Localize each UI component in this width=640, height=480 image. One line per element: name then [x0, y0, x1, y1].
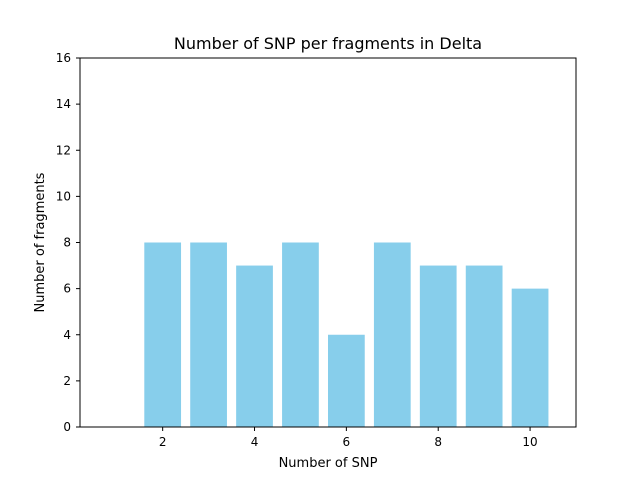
- y-tick-label: 4: [63, 328, 71, 342]
- bar-10: [511, 288, 549, 428]
- bar-8: [419, 265, 457, 427]
- y-tick-label: 12: [56, 143, 71, 157]
- bar-3: [190, 242, 227, 427]
- y-tick-label: 0: [63, 420, 71, 434]
- y-axis: 0 2 4 6 8 10 12 14 16: [56, 51, 80, 434]
- x-tick-label: 4: [251, 435, 259, 449]
- x-axis: 2 4 6 8 10: [159, 427, 538, 449]
- bar-9: [465, 265, 503, 427]
- bars: [144, 242, 549, 428]
- y-tick-label: 2: [63, 374, 71, 388]
- chart-title: Number of SNP per fragments in Delta: [174, 34, 482, 53]
- y-tick-label: 16: [56, 51, 71, 65]
- x-tick-label: 8: [434, 435, 442, 449]
- bar-4: [236, 265, 273, 427]
- y-tick-label: 14: [56, 97, 71, 111]
- y-tick-label: 8: [63, 236, 71, 250]
- x-tick-label: 6: [343, 435, 351, 449]
- y-axis-label: Number of fragments: [33, 172, 48, 312]
- bar-6: [328, 334, 365, 427]
- x-tick-label: 10: [522, 435, 537, 449]
- bar-7: [373, 242, 411, 427]
- x-axis-label: Number of SNP: [279, 456, 378, 471]
- bar-2: [144, 242, 182, 427]
- x-tick-label: 2: [159, 435, 167, 449]
- bar-5: [282, 242, 319, 427]
- y-tick-label: 10: [56, 189, 71, 203]
- y-tick-label: 6: [63, 282, 71, 296]
